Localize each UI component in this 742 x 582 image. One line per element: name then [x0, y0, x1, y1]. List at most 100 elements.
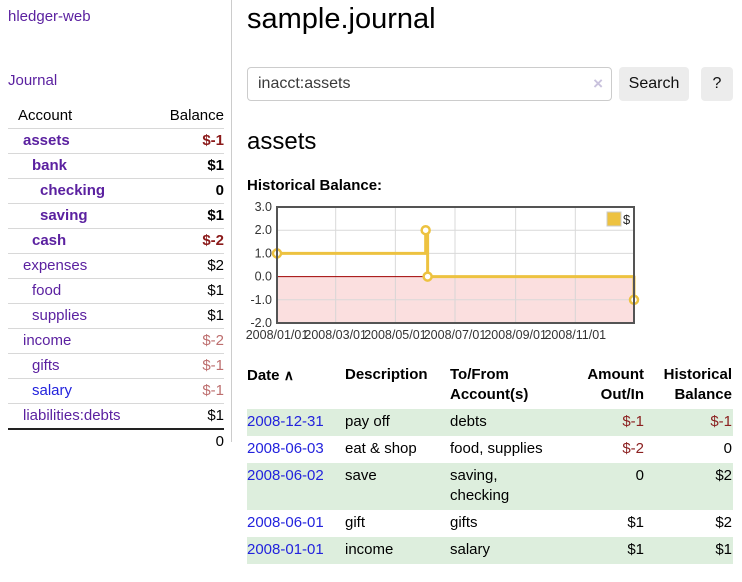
svg-text:3.0: 3.0 — [255, 200, 272, 214]
historical-balance-chart: $3.0 2.0 1.0 0.0 -1.0 -2.0 2008/01/01 2008/03/0… — [246, 200, 647, 342]
account-link-gifts[interactable]: gifts — [32, 357, 60, 374]
account-balance: $1 — [153, 278, 224, 304]
account-row: salary $-1 — [8, 378, 224, 404]
transaction-balance: 0 — [723, 440, 732, 457]
transaction-accounts: debts — [450, 409, 565, 436]
register-header-row: Date ∧ Description To/From Account(s) Am… — [247, 363, 733, 409]
chart-label: Historical Balance: — [247, 177, 383, 194]
accounts-table: Account Balance assets $-1 bank $1 check… — [8, 105, 224, 453]
register-header-description: Description — [345, 366, 428, 383]
account-link-cash[interactable]: cash — [32, 232, 67, 249]
account-row: assets $-1 — [8, 128, 224, 154]
account-row: supplies $1 — [8, 303, 224, 329]
register-row: 2008-01-01 income salary $1 $1 — [247, 537, 733, 564]
sidebar: hledger-web Journal Account Balance asse… — [0, 0, 232, 453]
app-title-link[interactable]: hledger-web — [8, 8, 91, 25]
transaction-amount: $1 — [627, 514, 644, 531]
transaction-date-link[interactable]: 2008-06-02 — [247, 467, 324, 484]
account-balance: $1 — [153, 153, 224, 179]
clear-search-icon[interactable]: × — [593, 74, 603, 93]
account-link-salary[interactable]: salary — [32, 382, 73, 399]
account-link-liabilities-debts[interactable]: liabilities:debts — [23, 407, 121, 424]
main-content: sample.journal × Search ? assets Histori… — [232, 0, 742, 564]
search-input[interactable] — [247, 67, 612, 101]
transaction-amount: $-1 — [565, 409, 645, 436]
search-form: × Search ? — [247, 67, 742, 101]
svg-text:0.0: 0.0 — [255, 270, 272, 284]
account-link-assets[interactable]: assets — [23, 132, 70, 149]
account-link-income[interactable]: income — [23, 332, 72, 349]
account-link-expenses[interactable]: expenses — [23, 257, 88, 274]
account-row: food $1 — [8, 278, 224, 304]
account-balance: $-1 — [153, 128, 224, 154]
svg-text:2008/03/01: 2008/03/01 — [304, 328, 367, 342]
transaction-accounts: salary — [450, 537, 565, 564]
register-header-balance: Historical Balance — [663, 366, 732, 403]
accounts-header-row: Account Balance — [8, 105, 224, 129]
transaction-date-link[interactable]: 2008-12-31 — [247, 413, 324, 430]
transaction-amount: $1 — [565, 537, 645, 564]
transaction-description: income — [345, 537, 450, 564]
account-balance: $-1 — [153, 353, 224, 379]
account-link-saving[interactable]: saving — [40, 207, 88, 224]
transaction-balance: $2 — [715, 514, 732, 531]
sidebar-item-journal[interactable]: Journal — [8, 72, 58, 89]
account-row: saving $1 — [8, 203, 224, 229]
svg-text:2008/01/01: 2008/01/01 — [246, 328, 309, 342]
transaction-amount: 0 — [565, 463, 645, 510]
account-row: liabilities:debts $1 — [8, 403, 224, 430]
svg-text:2008/09/01: 2008/09/01 — [484, 328, 547, 342]
register-header-date[interactable]: Date ∧ — [247, 367, 294, 384]
svg-text:-1.0: -1.0 — [250, 293, 272, 307]
nav-journal: Journal — [8, 72, 224, 89]
svg-text:-2.0: -2.0 — [250, 316, 272, 330]
svg-text:2008/11/01: 2008/11/01 — [544, 328, 606, 342]
svg-text:1.0: 1.0 — [255, 246, 272, 260]
accounts-total-row: 0 — [8, 428, 224, 453]
svg-text:2.0: 2.0 — [255, 223, 272, 237]
account-balance: $1 — [153, 403, 224, 430]
page-title: sample.journal — [247, 3, 436, 35]
account-row: cash $-2 — [8, 228, 224, 254]
register-table: Date ∧ Description To/From Account(s) Am… — [247, 363, 733, 564]
svg-text:2008/07/01: 2008/07/01 — [424, 328, 487, 342]
help-button[interactable]: ? — [701, 67, 733, 101]
account-balance: $1 — [153, 303, 224, 329]
transaction-accounts: food, supplies — [450, 440, 543, 457]
register-row: 2008-06-03 eat & shop food, supplies $-2… — [247, 436, 733, 463]
account-link-checking[interactable]: checking — [40, 182, 106, 199]
svg-text:$: $ — [623, 212, 631, 227]
account-row: income $-2 — [8, 328, 224, 354]
register-row: 2008-12-31 pay off debts $-1 $-1 — [247, 409, 733, 436]
account-balance: $-1 — [153, 378, 224, 404]
transaction-description: eat & shop — [345, 440, 417, 457]
account-balance: $-2 — [153, 328, 224, 354]
transaction-description: gift — [345, 514, 366, 531]
transaction-balance: $-1 — [645, 409, 733, 436]
account-page-title: assets — [247, 128, 317, 155]
register-row: 2008-06-02 save saving, checking 0 $2 — [247, 463, 733, 510]
search-box: × — [247, 67, 612, 101]
account-balance: $-2 — [153, 228, 224, 254]
transaction-amount: $-2 — [622, 440, 644, 457]
transaction-description: pay off — [345, 409, 450, 436]
accounts-header-balance: Balance — [153, 105, 224, 129]
transaction-balance: $2 — [645, 463, 733, 510]
account-link-food[interactable]: food — [32, 282, 62, 299]
account-balance: $2 — [153, 253, 224, 279]
transaction-date-link[interactable]: 2008-06-03 — [247, 440, 324, 457]
account-row: checking 0 — [8, 178, 224, 204]
account-balance: $1 — [153, 203, 224, 229]
account-link-supplies[interactable]: supplies — [32, 307, 88, 324]
search-button[interactable]: Search — [619, 67, 689, 101]
transaction-date-link[interactable]: 2008-01-01 — [247, 541, 324, 558]
account-link-bank[interactable]: bank — [32, 157, 68, 174]
account-row: gifts $-1 — [8, 353, 224, 379]
transaction-accounts: saving, checking — [450, 463, 565, 510]
transaction-description: save — [345, 463, 450, 510]
app-title: hledger-web — [8, 8, 224, 25]
transaction-date-link[interactable]: 2008-06-01 — [247, 514, 324, 531]
page: hledger-web Journal Account Balance asse… — [0, 0, 742, 564]
register-header-accounts: To/From Account(s) — [450, 366, 529, 403]
account-row: expenses $2 — [8, 253, 224, 279]
